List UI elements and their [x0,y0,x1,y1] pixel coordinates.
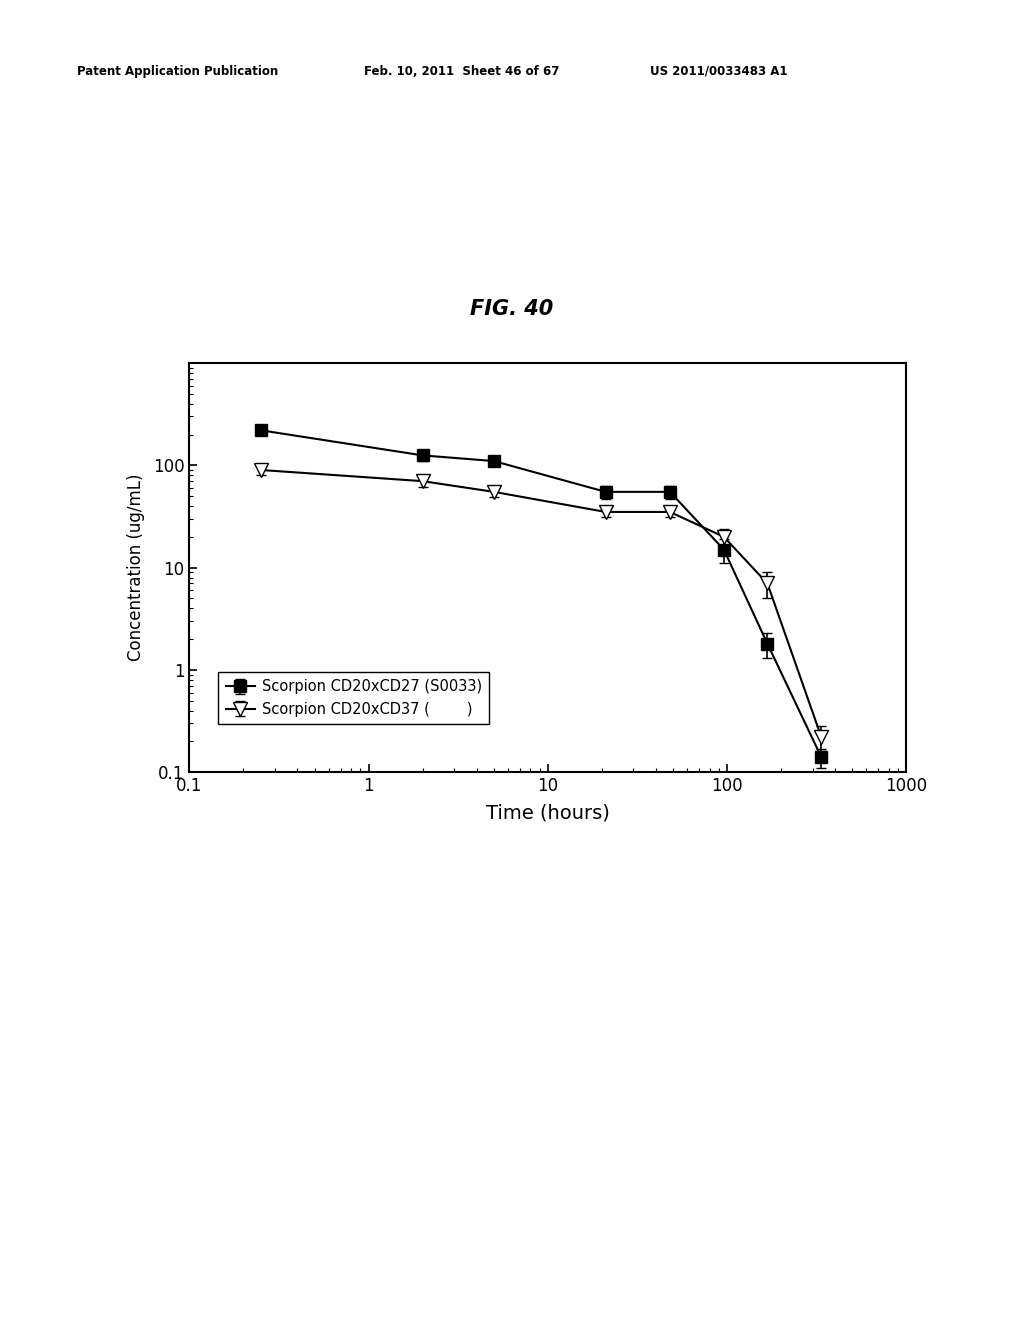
Text: Patent Application Publication: Patent Application Publication [77,65,279,78]
Text: Feb. 10, 2011  Sheet 46 of 67: Feb. 10, 2011 Sheet 46 of 67 [364,65,559,78]
Legend: Scorpion CD20xCD27 (S0033), Scorpion CD20xCD37 (        ): Scorpion CD20xCD27 (S0033), Scorpion CD2… [218,672,489,723]
Text: US 2011/0033483 A1: US 2011/0033483 A1 [650,65,787,78]
X-axis label: Time (hours): Time (hours) [486,804,609,822]
Y-axis label: Concentration (ug/mL): Concentration (ug/mL) [127,474,144,661]
Text: FIG. 40: FIG. 40 [470,300,554,319]
